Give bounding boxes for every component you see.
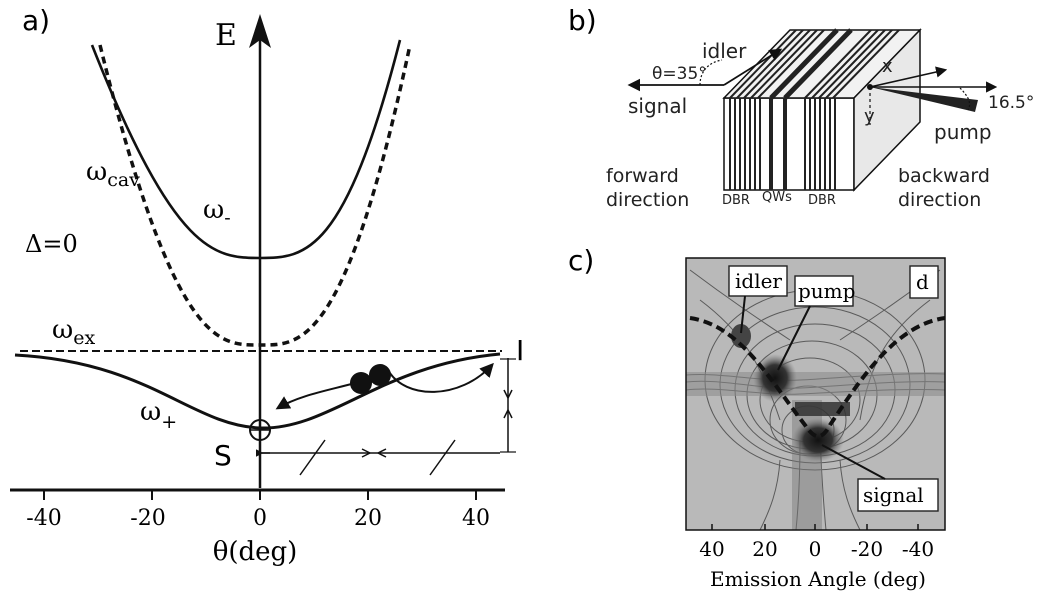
signal-pointer (821, 444, 886, 480)
idler-point-label: I (516, 334, 524, 367)
microcavity-side-face (853, 28, 921, 192)
panel-c-tag: c) (568, 244, 594, 277)
forward-label-1: forward (606, 165, 679, 187)
energy-axis-arrowhead (249, 14, 271, 48)
emission-tick-label: -40 (902, 537, 934, 561)
signal-label: signal (628, 94, 687, 118)
idler-angle-arc (699, 59, 723, 86)
energy-axis-label: E (215, 18, 237, 53)
theta-tick-label: -20 (130, 506, 165, 531)
theta-tick-label: 40 (462, 506, 490, 531)
emission-tick-label: 0 (809, 537, 822, 561)
signal-point-label: S (214, 439, 232, 472)
emission-axis-label: Emission Angle (deg) (710, 567, 926, 591)
pump-polariton-dot-2 (369, 364, 391, 386)
cavity-dispersion-curve (98, 44, 412, 347)
omega-plus-label: ω+ (140, 397, 177, 433)
idler-pointer (740, 295, 746, 334)
backward-label-1: backward (898, 165, 990, 187)
scatter-arrow-to-idler (387, 362, 494, 393)
y-label: y (864, 106, 875, 127)
upper-polariton-curve (90, 39, 402, 260)
idler-spot (731, 324, 751, 348)
emission-tick-label: 20 (752, 537, 777, 561)
signal-spot (792, 418, 844, 462)
panel-b: b) (568, 4, 1034, 211)
theta-axis-label: θ(deg) (213, 537, 298, 567)
pump-box-label: pump (798, 279, 855, 303)
theta-tick-label: 0 (253, 506, 267, 531)
corner-label: d (916, 270, 929, 294)
dbr-right-label: DBR (808, 193, 836, 208)
emission-tick-label: -20 (851, 537, 883, 561)
theta-tick-label: -40 (26, 506, 61, 531)
backward-label-2: direction (898, 189, 981, 211)
omega-cav-label: ωcav (86, 157, 140, 191)
forward-label-2: direction (606, 189, 689, 211)
pump-polariton-dot-1 (350, 372, 372, 394)
theta-tick-label: 20 (354, 506, 382, 531)
pump-beam (870, 87, 978, 112)
layer-stripes-front (729, 98, 836, 190)
idler-box-label: idler (735, 269, 782, 293)
panel-c: c) (568, 244, 946, 591)
pump-angle-label: 16.5° (988, 93, 1034, 113)
x-label: x (882, 56, 893, 77)
idler-beam (723, 48, 783, 86)
dbr-left-label: DBR (722, 193, 750, 208)
omega-minus-label: ω- (203, 195, 231, 229)
signal-box-label: signal (863, 483, 924, 507)
pump-pointer (777, 305, 811, 371)
emission-tick-label: 40 (699, 537, 724, 561)
scatter-arrow-to-signal (275, 382, 356, 410)
pump-label: pump (934, 120, 992, 144)
panel-a-tag: a) (22, 4, 50, 37)
panel-a: a) E ωcav ω- ωex ω+ Δ=0 S I (10, 4, 524, 567)
detuning-label: Δ=0 (25, 230, 78, 258)
panel-b-tag: b) (568, 4, 597, 37)
pump-spot (753, 354, 797, 402)
idler-label: idler (702, 39, 747, 63)
omega-ex-label: ωex (52, 315, 95, 349)
x-axis-arrow (869, 66, 948, 88)
qws-label: QWs (762, 190, 792, 205)
lower-polariton-dispersion-overlay (689, 316, 946, 439)
layer-stripes-top (729, 28, 900, 100)
angle-label: θ=35° (652, 64, 707, 84)
